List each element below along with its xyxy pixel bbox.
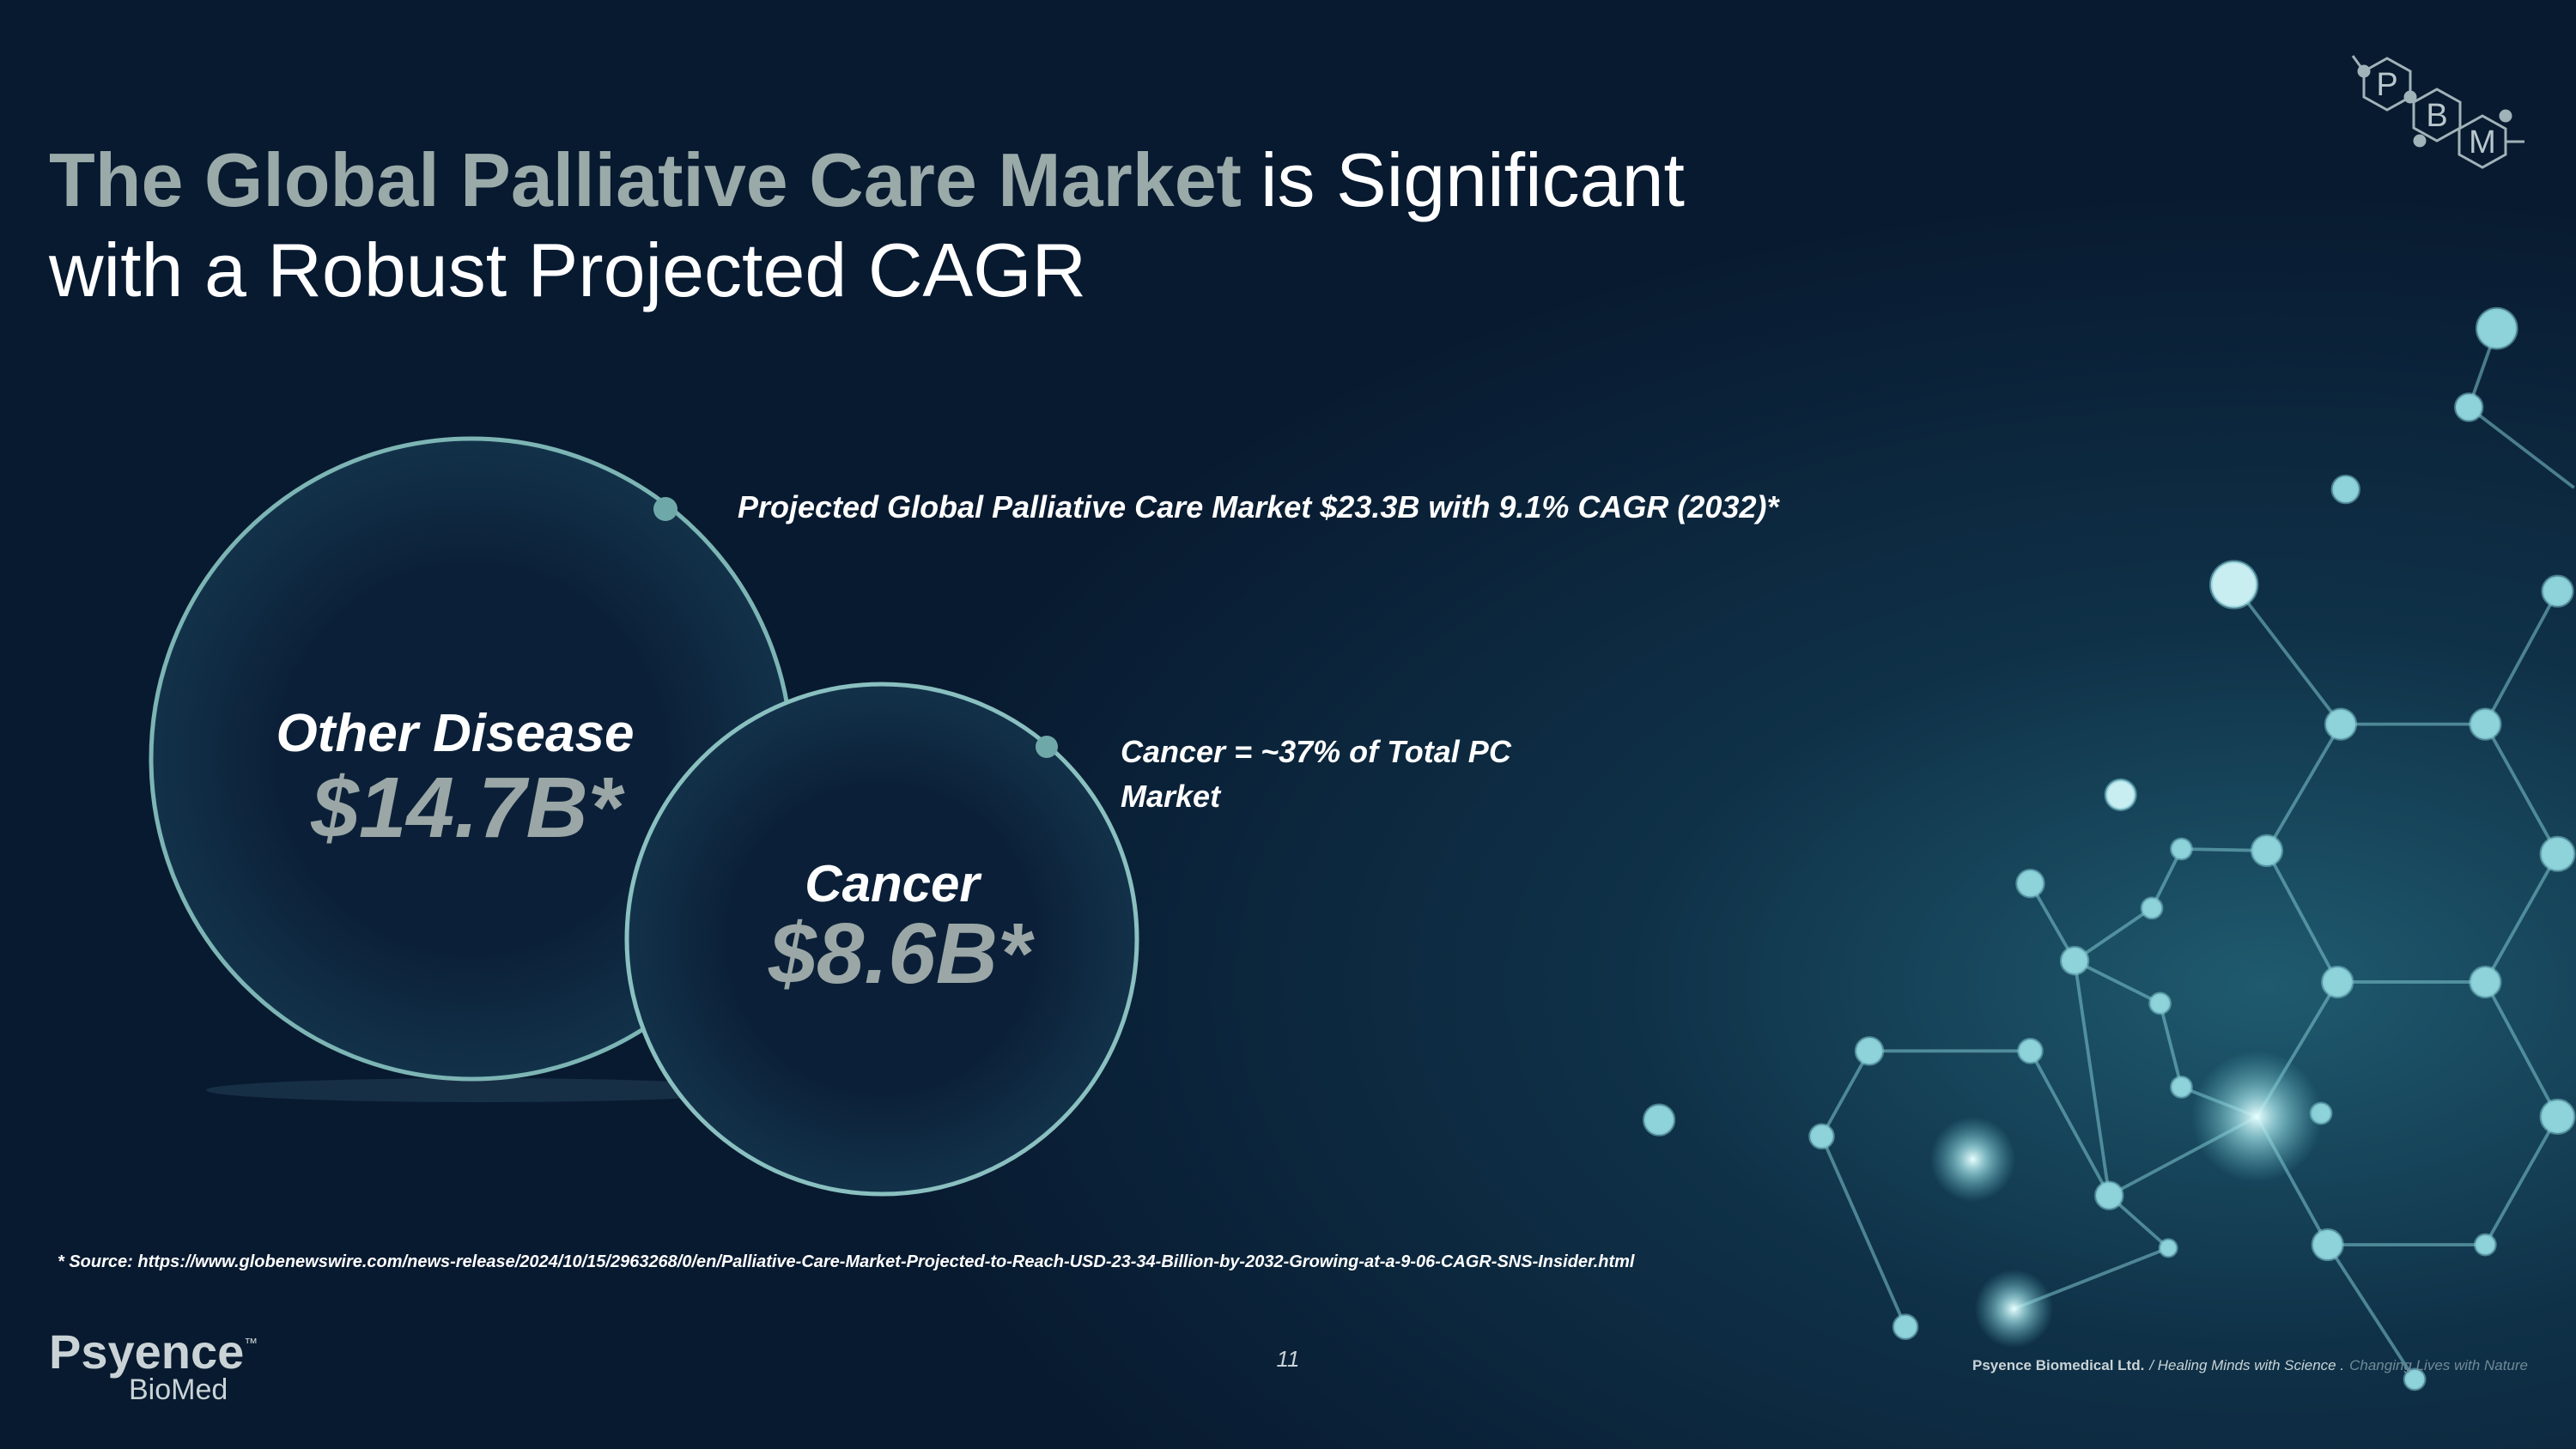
brand: Psyence — [49, 1325, 244, 1379]
bubble-cancer — [624, 682, 1139, 1197]
title-line-1: The Global Palliative Care Market is Sign… — [49, 137, 1685, 222]
bubble-dot — [653, 497, 677, 521]
trademark: ™ — [244, 1337, 258, 1351]
page-number: 11 — [1277, 1346, 1300, 1372]
bubble-dot — [1036, 736, 1058, 758]
brand-sub: BioMed — [129, 1373, 228, 1406]
brand-logo: Psyence™ — [49, 1325, 258, 1379]
footer-text: Psyence Biomedical Ltd. / Healing Minds w… — [1972, 1357, 2528, 1373]
annotation: Projected Global Palliative Care Market … — [738, 489, 1780, 524]
annotation: Market — [1121, 779, 1222, 814]
title-highlight: The Global Palliative Care Market — [49, 137, 1242, 222]
source-note: * Source: https://www.globenewswire.com/… — [58, 1252, 1635, 1271]
annotation: Cancer = ~37% of Total PC — [1121, 734, 1512, 769]
logo-letter: B — [2426, 98, 2447, 134]
bubble-value: $14.7B* — [310, 760, 624, 856]
shadow — [206, 1078, 756, 1102]
title-line-2: with a Robust Projected CAGR — [48, 227, 1086, 312]
bubble-label: Other Disease — [276, 704, 635, 763]
tagline-2: Changing Lives with Nature — [2349, 1357, 2528, 1373]
logo-letter: P — [2376, 67, 2397, 103]
title-rest: is Significant — [1261, 137, 1685, 222]
network-decoration — [1643, 306, 2576, 1391]
bubble-label: Cancer — [805, 855, 982, 912]
pbm-logo — [2351, 55, 2524, 169]
tagline: / Healing Minds with Science . — [2148, 1357, 2344, 1373]
company: Psyence Biomedical Ltd. — [1972, 1357, 2144, 1373]
logo-letter: M — [2469, 124, 2496, 161]
bubble-value: $8.6B* — [768, 906, 1035, 1002]
